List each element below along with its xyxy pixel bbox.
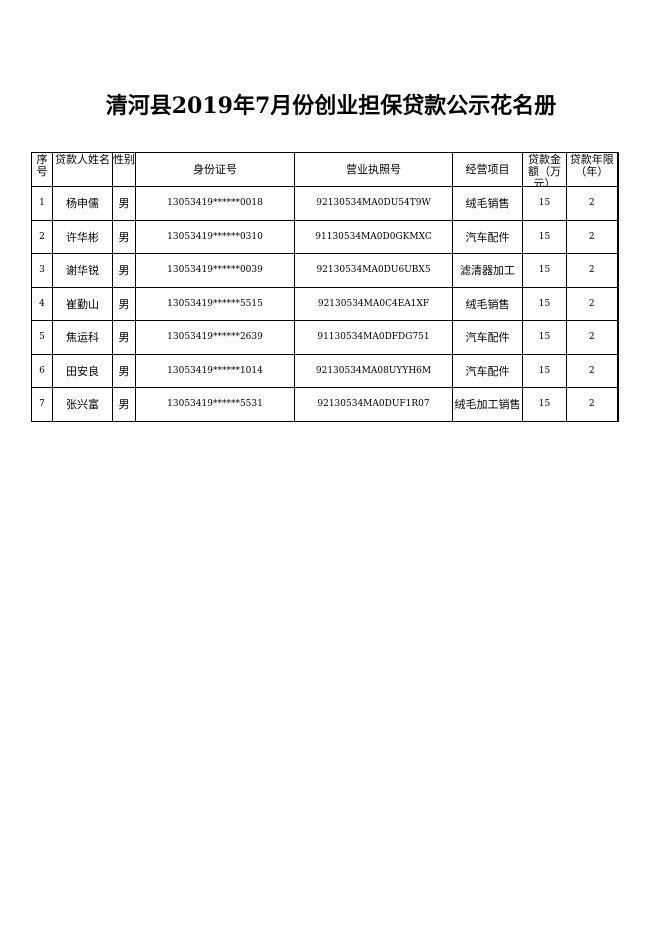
- table-row: 2 许华彬男 13053419******0310 91130534MA0D0GKMX…: [31, 219, 619, 254]
- cell-license-number: 92130534MA0C4EA1XF: [294, 286, 453, 321]
- cell-name: 焦运科: [52, 320, 113, 355]
- cell-gender: 男: [112, 219, 136, 254]
- page-title: 清河县2019年7月份创业担保贷款公示花名册: [105, 93, 557, 119]
- header-gender: 性别: [112, 152, 136, 187]
- cell-index: 2: [31, 219, 53, 254]
- table-row: 6 田安良男 13053419******1014 92130534MA08UYYH6…: [31, 353, 619, 388]
- cell-name: 田安良: [52, 353, 113, 388]
- cell-loan-term: 2: [566, 387, 619, 422]
- header-index: 序号: [31, 152, 53, 187]
- cell-gender: 男: [112, 320, 136, 355]
- cell-index: 4: [31, 286, 53, 321]
- header-id-number: 身份证号: [135, 152, 295, 187]
- cell-gender: 男: [112, 353, 136, 388]
- cell-business: 绒毛销售: [452, 286, 523, 321]
- header-business: 经营项目: [452, 152, 523, 187]
- cell-name: 杨申儒: [52, 186, 113, 221]
- cell-license-number: 92130534MA08UYYH6M: [294, 353, 453, 388]
- table-row: 3 谢华锐男 13053419******0039 92130534MA0DU6UBX…: [31, 253, 619, 288]
- cell-gender: 男: [112, 186, 136, 221]
- table-row: 7 张兴富男 13053419******5531 92130534MA0DUF1R0…: [31, 387, 619, 422]
- cell-loan-amount: 15: [522, 320, 567, 355]
- cell-name: 张兴富: [52, 387, 113, 422]
- cell-business: 汽车配件: [452, 353, 523, 388]
- cell-license-number: 92130534MA0DU54T9W: [294, 186, 453, 221]
- cell-gender: 男: [112, 387, 136, 422]
- cell-loan-term: 2: [566, 219, 619, 254]
- cell-id-number: 13053419******0039: [135, 253, 295, 288]
- cell-id-number: 13053419******5531: [135, 387, 295, 422]
- cell-loan-amount: 15: [522, 186, 567, 221]
- cell-index: 7: [31, 387, 53, 422]
- header-license-number: 营业执照号: [294, 152, 453, 187]
- cell-name: 许华彬: [52, 219, 113, 254]
- cell-loan-term: 2: [566, 186, 619, 221]
- cell-business: 绒毛销售: [452, 186, 523, 221]
- cell-loan-term: 2: [566, 320, 619, 355]
- cell-index: 6: [31, 353, 53, 388]
- cell-name: 崔勤山: [52, 286, 113, 321]
- cell-business: 绒毛加工销售: [452, 387, 523, 422]
- cell-id-number: 13053419******5515: [135, 286, 295, 321]
- header-loan-amount: 贷款金额（万元）: [522, 152, 567, 187]
- cell-loan-amount: 15: [522, 387, 567, 422]
- cell-loan-term: 2: [566, 253, 619, 288]
- cell-loan-term: 2: [566, 286, 619, 321]
- cell-loan-amount: 15: [522, 253, 567, 288]
- cell-id-number: 13053419******0018: [135, 186, 295, 221]
- cell-gender: 男: [112, 253, 136, 288]
- loan-table: 序号 贷款人姓名 性别 身份证号 营业执照号 经营项目 贷款金额（万元） 贷款年…: [31, 152, 619, 422]
- header-loan-term: 贷款年限（年）: [566, 152, 619, 187]
- cell-license-number: 92130534MA0DU6UBX5: [294, 253, 453, 288]
- cell-index: 1: [31, 186, 53, 221]
- cell-index: 5: [31, 320, 53, 355]
- cell-name: 谢华锐: [52, 253, 113, 288]
- cell-index: 3: [31, 253, 53, 288]
- cell-loan-amount: 15: [522, 219, 567, 254]
- table-header-row: 序号 贷款人姓名 性别 身份证号 营业执照号 经营项目 贷款金额（万元） 贷款年…: [31, 152, 619, 187]
- cell-loan-amount: 15: [522, 353, 567, 388]
- cell-id-number: 13053419******0310: [135, 219, 295, 254]
- table-row: 5 焦运科男 13053419******2639 91130534MA0DFDG75…: [31, 320, 619, 355]
- cell-gender: 男: [112, 286, 136, 321]
- table-row: 4 崔勤山男 13053419******5515 92130534MA0C4EA1X…: [31, 286, 619, 321]
- cell-id-number: 13053419******1014: [135, 353, 295, 388]
- cell-loan-amount: 15: [522, 286, 567, 321]
- cell-license-number: 91130534MA0D0GKMXC: [294, 219, 453, 254]
- cell-license-number: 92130534MA0DUF1R07: [294, 387, 453, 422]
- header-name: 贷款人姓名: [52, 152, 113, 187]
- cell-id-number: 13053419******2639: [135, 320, 295, 355]
- cell-business: 汽车配件: [452, 320, 523, 355]
- cell-loan-term: 2: [566, 353, 619, 388]
- table-row: 1 杨申儒男 13053419******0018 92130534MA0DU54T9…: [31, 186, 619, 221]
- cell-business: 滤清器加工: [452, 253, 523, 288]
- cell-business: 汽车配件: [452, 219, 523, 254]
- cell-license-number: 91130534MA0DFDG751: [294, 320, 453, 355]
